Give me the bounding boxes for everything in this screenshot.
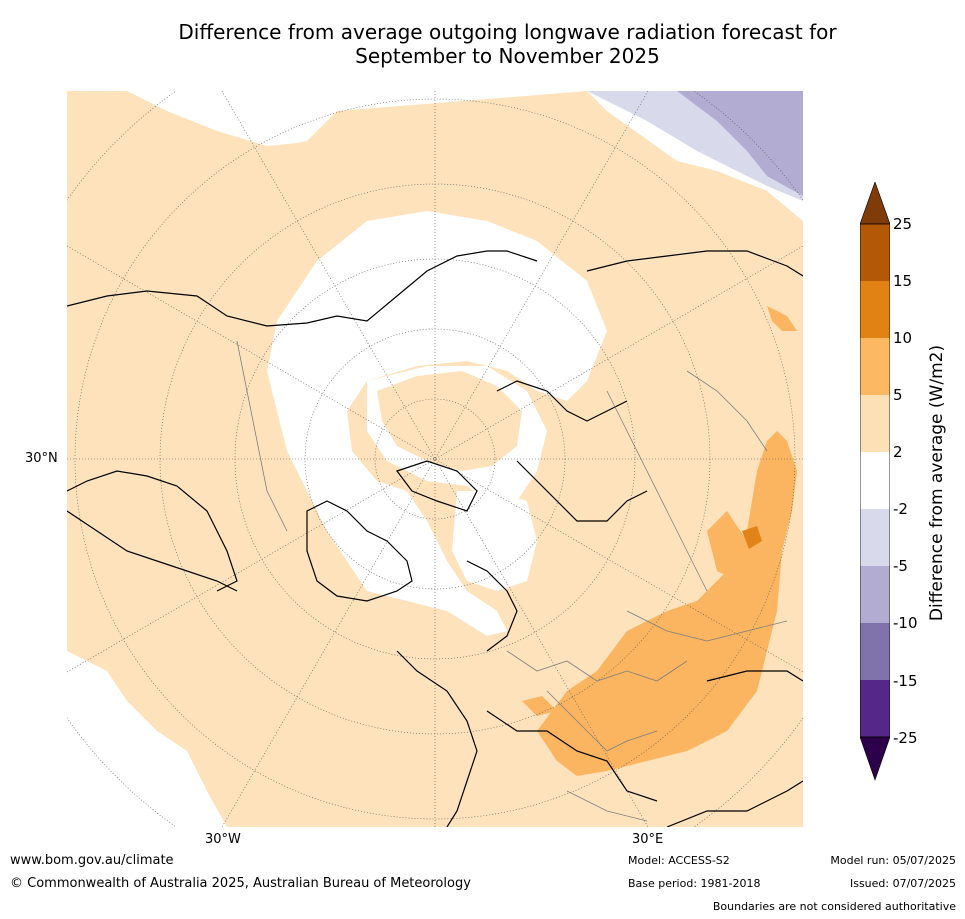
chart-title: Difference from average outgoing longwav…: [0, 20, 965, 68]
title-line-1: Difference from average outgoing longwav…: [178, 20, 837, 44]
label-30w: 30°W: [205, 832, 241, 847]
colorbar-band-10-15: [860, 281, 890, 338]
colorbar-tick: 5: [893, 386, 903, 404]
model-text: Model: ACCESS-S2: [628, 854, 730, 867]
colorbar-tick: -10: [893, 614, 918, 632]
model-run-text: Model run: 05/07/2025: [830, 854, 956, 867]
colorbar-tick: 2: [893, 443, 903, 461]
colorbar-band-neg5-neg10: [860, 566, 890, 623]
colorbar-band-neutral: [860, 452, 890, 509]
anomaly-5-to-10-region: [522, 306, 797, 776]
colorbar: [860, 182, 890, 781]
colorbar-band-5-10: [860, 338, 890, 395]
label-30n: 30°N: [25, 451, 58, 466]
label-30e: 30°E: [632, 832, 664, 847]
colorbar-tick: -25: [893, 729, 918, 747]
colorbar-band-15-25: [860, 224, 890, 281]
colorbar-tick: -2: [893, 500, 908, 518]
website-link[interactable]: www.bom.gov.au/climate: [10, 853, 174, 868]
colorbar-tick: 10: [893, 329, 913, 347]
colorbar-tick: -15: [893, 672, 918, 690]
colorbar-max-arrow: [860, 182, 890, 225]
issued-text: Issued: 07/07/2025: [849, 877, 956, 890]
colorbar-title: Difference from average (W/m2): [927, 344, 947, 622]
title-line-2: September to November 2025: [355, 44, 660, 68]
disclaimer-text: Boundaries are not considered authoritat…: [712, 900, 956, 913]
coastlines: [67, 250, 803, 827]
colorbar-band-neg15-neg25: [860, 680, 890, 737]
colorbar-tick: 25: [893, 215, 913, 233]
colorbar-min-arrow: [860, 736, 890, 781]
colorbar-tick: 15: [893, 272, 913, 290]
base-period-text: Base period: 1981-2018: [628, 877, 761, 890]
polar-map: [67, 91, 803, 827]
graticule: [67, 91, 803, 827]
map-canvas: [67, 91, 803, 827]
colorbar-band-neg10-neg15: [860, 623, 890, 680]
arctic-peach-patch: [377, 371, 522, 471]
anomaly-neg-5-to-10-region: [677, 91, 803, 196]
colorbar-outline: [860, 223, 890, 738]
colorbar-band-2-5: [860, 395, 890, 452]
colorbar-band-neg2-neg5: [860, 509, 890, 566]
colorbar-tick: -5: [893, 557, 908, 575]
copyright-text: © Commonwealth of Australia 2025, Austra…: [10, 876, 471, 891]
anomaly-10-to-15-region: [742, 526, 762, 549]
borders: [236, 340, 788, 822]
